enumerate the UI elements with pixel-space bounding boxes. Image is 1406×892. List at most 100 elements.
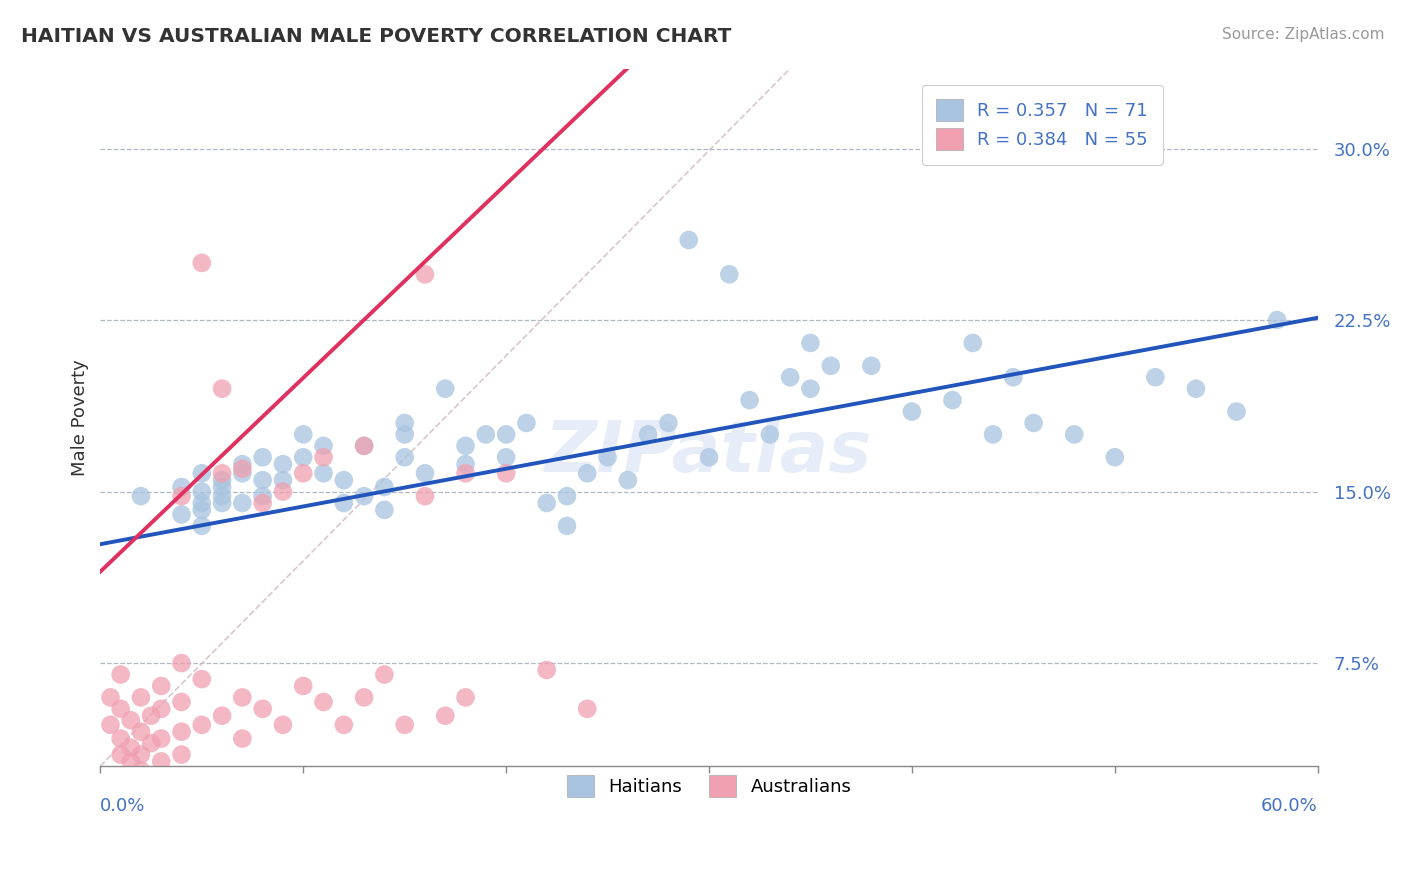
Point	[231, 457, 253, 471]
Point	[231, 690, 253, 705]
Point	[150, 702, 173, 716]
Point	[191, 519, 214, 533]
Point	[555, 489, 578, 503]
Point	[312, 467, 335, 481]
Point	[515, 416, 537, 430]
Point	[454, 467, 477, 481]
Point	[211, 473, 233, 487]
Point	[129, 489, 152, 503]
Point	[373, 480, 395, 494]
Point	[353, 439, 375, 453]
Point	[576, 467, 599, 481]
Point	[139, 708, 162, 723]
Point	[252, 473, 274, 487]
Point	[191, 496, 214, 510]
Point	[860, 359, 883, 373]
Point	[981, 427, 1004, 442]
Point	[1104, 450, 1126, 465]
Point	[1144, 370, 1167, 384]
Point	[271, 484, 294, 499]
Text: 60.0%: 60.0%	[1261, 797, 1317, 814]
Point	[394, 718, 416, 732]
Point	[110, 747, 132, 762]
Point	[312, 695, 335, 709]
Point	[292, 679, 315, 693]
Point	[120, 713, 142, 727]
Point	[434, 382, 457, 396]
Point	[211, 489, 233, 503]
Point	[1063, 427, 1085, 442]
Point	[454, 457, 477, 471]
Point	[211, 708, 233, 723]
Point	[100, 718, 122, 732]
Legend: Haitians, Australians: Haitians, Australians	[558, 765, 860, 805]
Point	[110, 731, 132, 746]
Point	[252, 496, 274, 510]
Point	[1225, 404, 1247, 418]
Point	[434, 708, 457, 723]
Point	[150, 731, 173, 746]
Point	[271, 473, 294, 487]
Point	[292, 427, 315, 442]
Point	[799, 382, 821, 396]
Point	[779, 370, 801, 384]
Point	[170, 489, 193, 503]
Point	[100, 690, 122, 705]
Point	[333, 473, 356, 487]
Point	[941, 393, 963, 408]
Point	[576, 702, 599, 716]
Point	[820, 359, 842, 373]
Point	[191, 484, 214, 499]
Point	[394, 416, 416, 430]
Point	[738, 393, 761, 408]
Point	[252, 450, 274, 465]
Point	[120, 755, 142, 769]
Point	[191, 718, 214, 732]
Point	[637, 427, 659, 442]
Text: HAITIAN VS AUSTRALIAN MALE POVERTY CORRELATION CHART: HAITIAN VS AUSTRALIAN MALE POVERTY CORRE…	[21, 27, 731, 45]
Point	[129, 724, 152, 739]
Point	[211, 496, 233, 510]
Point	[191, 467, 214, 481]
Text: ZIPatlas: ZIPatlas	[546, 417, 873, 487]
Point	[170, 656, 193, 670]
Point	[536, 663, 558, 677]
Point	[475, 427, 498, 442]
Point	[110, 667, 132, 681]
Point	[252, 702, 274, 716]
Point	[252, 489, 274, 503]
Y-axis label: Male Poverty: Male Poverty	[72, 359, 89, 475]
Point	[211, 467, 233, 481]
Point	[110, 702, 132, 716]
Point	[759, 427, 782, 442]
Point	[962, 335, 984, 350]
Point	[454, 439, 477, 453]
Point	[394, 450, 416, 465]
Point	[555, 519, 578, 533]
Point	[495, 427, 517, 442]
Point	[120, 740, 142, 755]
Point	[1265, 313, 1288, 327]
Point	[495, 450, 517, 465]
Point	[657, 416, 679, 430]
Point	[697, 450, 720, 465]
Point	[353, 439, 375, 453]
Point	[413, 489, 436, 503]
Point	[312, 439, 335, 453]
Point	[191, 256, 214, 270]
Point	[231, 467, 253, 481]
Point	[170, 695, 193, 709]
Point	[129, 747, 152, 762]
Point	[211, 480, 233, 494]
Point	[191, 503, 214, 517]
Point	[129, 690, 152, 705]
Point	[211, 382, 233, 396]
Point	[536, 496, 558, 510]
Point	[678, 233, 700, 247]
Point	[170, 724, 193, 739]
Point	[333, 496, 356, 510]
Point	[1022, 416, 1045, 430]
Point	[1002, 370, 1025, 384]
Point	[150, 679, 173, 693]
Point	[617, 473, 640, 487]
